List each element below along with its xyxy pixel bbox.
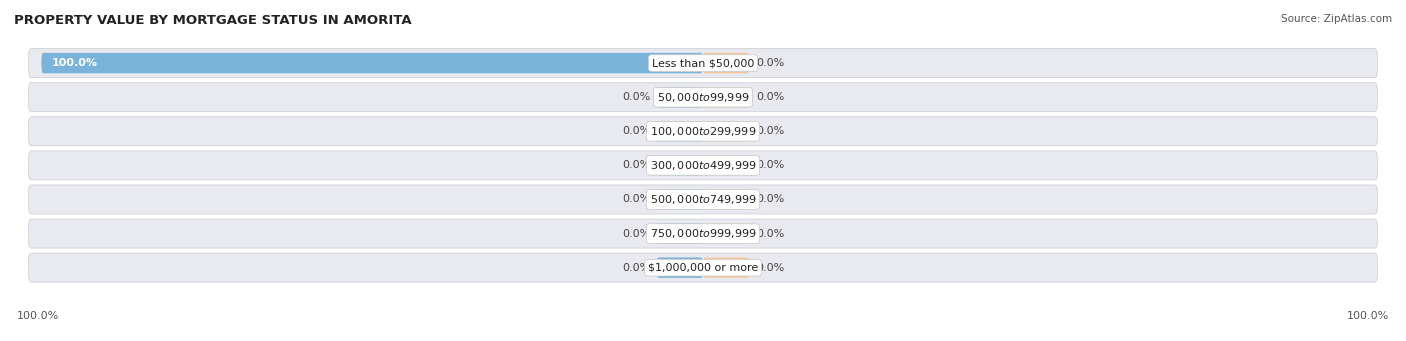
FancyBboxPatch shape (657, 189, 703, 210)
Text: 0.0%: 0.0% (756, 58, 785, 68)
Text: $500,000 to $749,999: $500,000 to $749,999 (650, 193, 756, 206)
FancyBboxPatch shape (703, 223, 749, 244)
Text: $100,000 to $299,999: $100,000 to $299,999 (650, 125, 756, 138)
Text: 100.0%: 100.0% (17, 311, 59, 321)
Text: $750,000 to $999,999: $750,000 to $999,999 (650, 227, 756, 240)
FancyBboxPatch shape (28, 117, 1378, 146)
Text: 0.0%: 0.0% (756, 160, 785, 170)
Text: 0.0%: 0.0% (621, 263, 650, 273)
Text: 0.0%: 0.0% (621, 126, 650, 136)
Text: Source: ZipAtlas.com: Source: ZipAtlas.com (1281, 14, 1392, 24)
FancyBboxPatch shape (703, 257, 749, 278)
FancyBboxPatch shape (703, 155, 749, 176)
Text: $300,000 to $499,999: $300,000 to $499,999 (650, 159, 756, 172)
FancyBboxPatch shape (703, 189, 749, 210)
FancyBboxPatch shape (28, 151, 1378, 180)
Text: PROPERTY VALUE BY MORTGAGE STATUS IN AMORITA: PROPERTY VALUE BY MORTGAGE STATUS IN AMO… (14, 14, 412, 27)
FancyBboxPatch shape (657, 121, 703, 142)
Text: 0.0%: 0.0% (621, 228, 650, 239)
FancyBboxPatch shape (28, 219, 1378, 248)
FancyBboxPatch shape (657, 155, 703, 176)
Text: 0.0%: 0.0% (621, 92, 650, 102)
FancyBboxPatch shape (28, 253, 1378, 282)
FancyBboxPatch shape (28, 49, 1378, 77)
Text: $50,000 to $99,999: $50,000 to $99,999 (657, 91, 749, 104)
FancyBboxPatch shape (28, 83, 1378, 112)
Text: 0.0%: 0.0% (621, 194, 650, 205)
Text: 0.0%: 0.0% (756, 126, 785, 136)
Text: Less than $50,000: Less than $50,000 (652, 58, 754, 68)
Text: 0.0%: 0.0% (756, 92, 785, 102)
FancyBboxPatch shape (703, 53, 749, 73)
FancyBboxPatch shape (657, 257, 703, 278)
FancyBboxPatch shape (703, 87, 749, 107)
Text: 0.0%: 0.0% (756, 194, 785, 205)
FancyBboxPatch shape (41, 53, 703, 73)
FancyBboxPatch shape (28, 185, 1378, 214)
Text: 0.0%: 0.0% (756, 228, 785, 239)
Text: 0.0%: 0.0% (756, 263, 785, 273)
Text: 100.0%: 100.0% (1347, 311, 1389, 321)
FancyBboxPatch shape (657, 223, 703, 244)
FancyBboxPatch shape (657, 87, 703, 107)
Text: 100.0%: 100.0% (51, 58, 97, 68)
Text: $1,000,000 or more: $1,000,000 or more (648, 263, 758, 273)
FancyBboxPatch shape (703, 121, 749, 142)
Text: 0.0%: 0.0% (621, 160, 650, 170)
